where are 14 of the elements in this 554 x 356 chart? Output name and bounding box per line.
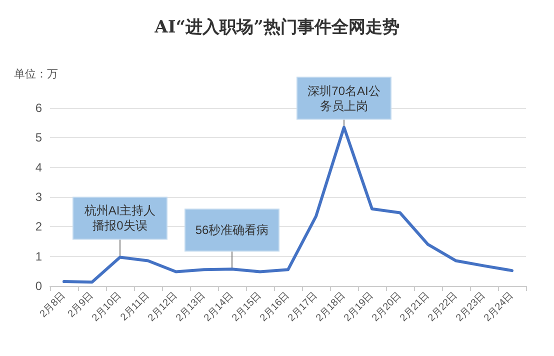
y-axis-title: 单位：万 bbox=[14, 68, 58, 80]
y-tick-label: 0 bbox=[35, 279, 42, 293]
y-tick-label: 2 bbox=[35, 220, 42, 234]
annotation: 深圳70名AI公务员上岗 bbox=[308, 84, 380, 113]
line-series bbox=[62, 126, 514, 284]
y-tick-label: 6 bbox=[35, 101, 42, 115]
annotation: 56秒准确看病 bbox=[195, 223, 269, 238]
x-tick-label: 2月8日 bbox=[38, 290, 68, 320]
chart-title: AI“进入职场”热门事件全网走势 bbox=[154, 18, 400, 38]
y-tick-label: 1 bbox=[35, 249, 42, 264]
y-tick-label: 3 bbox=[35, 190, 42, 204]
y-tick-label: 5 bbox=[35, 130, 42, 145]
y-tick-label: 4 bbox=[35, 160, 42, 174]
annotation: 杭州AI主持人播报0失误 bbox=[83, 204, 156, 233]
